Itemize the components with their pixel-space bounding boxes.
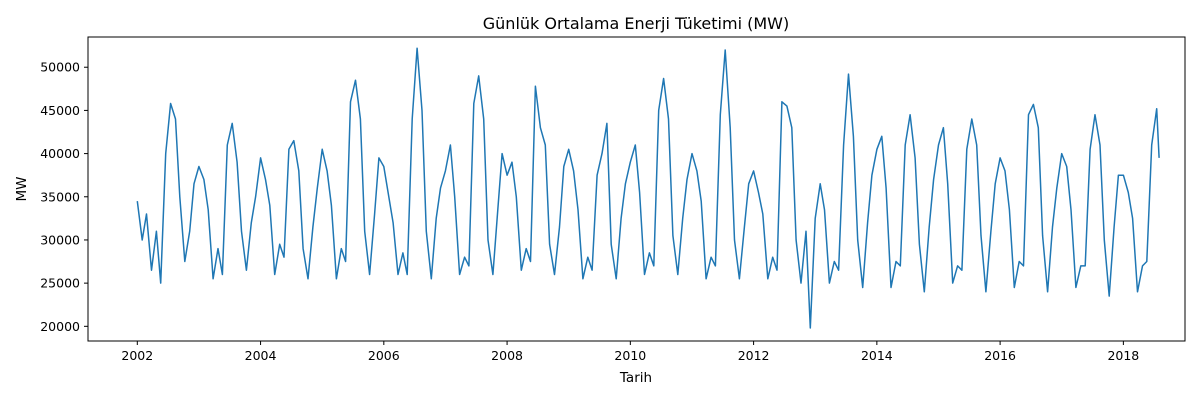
y-tick-label: 45000 xyxy=(40,103,80,118)
x-tick-label: 2012 xyxy=(738,348,770,363)
x-tick-label: 2004 xyxy=(245,348,277,363)
x-tick-label: 2008 xyxy=(491,348,523,363)
x-tick-label: 2018 xyxy=(1107,348,1139,363)
y-tick-label: 40000 xyxy=(40,146,80,161)
x-tick-label: 2014 xyxy=(861,348,893,363)
series-line-0 xyxy=(136,47,1160,329)
y-tick-label: 50000 xyxy=(40,60,80,75)
y-tick-label: 25000 xyxy=(40,276,80,291)
series-layer xyxy=(136,47,1160,329)
x-tick-label: 2016 xyxy=(984,348,1016,363)
y-axis-label: MW xyxy=(14,177,30,202)
y-tick-label: 35000 xyxy=(40,189,80,204)
y-tick-label: 30000 xyxy=(40,232,80,247)
x-tick-label: 2010 xyxy=(614,348,646,363)
chart-title: Günlük Ortalama Enerji Tüketimi (MW) xyxy=(483,14,789,33)
plot-area xyxy=(87,36,1186,342)
y-axis: 20000 25000 30000 35000 40000 45000 50000 xyxy=(40,60,88,334)
x-tick-label: 2002 xyxy=(121,348,153,363)
plot-frame xyxy=(87,36,1186,342)
x-axis-label: Tarih xyxy=(619,370,652,386)
x-tick-label: 2006 xyxy=(368,348,400,363)
x-axis: 2002 2004 2006 2008 2010 2012 2014 2016 2018 xyxy=(121,341,1139,363)
y-tick-label: 20000 xyxy=(40,319,80,334)
